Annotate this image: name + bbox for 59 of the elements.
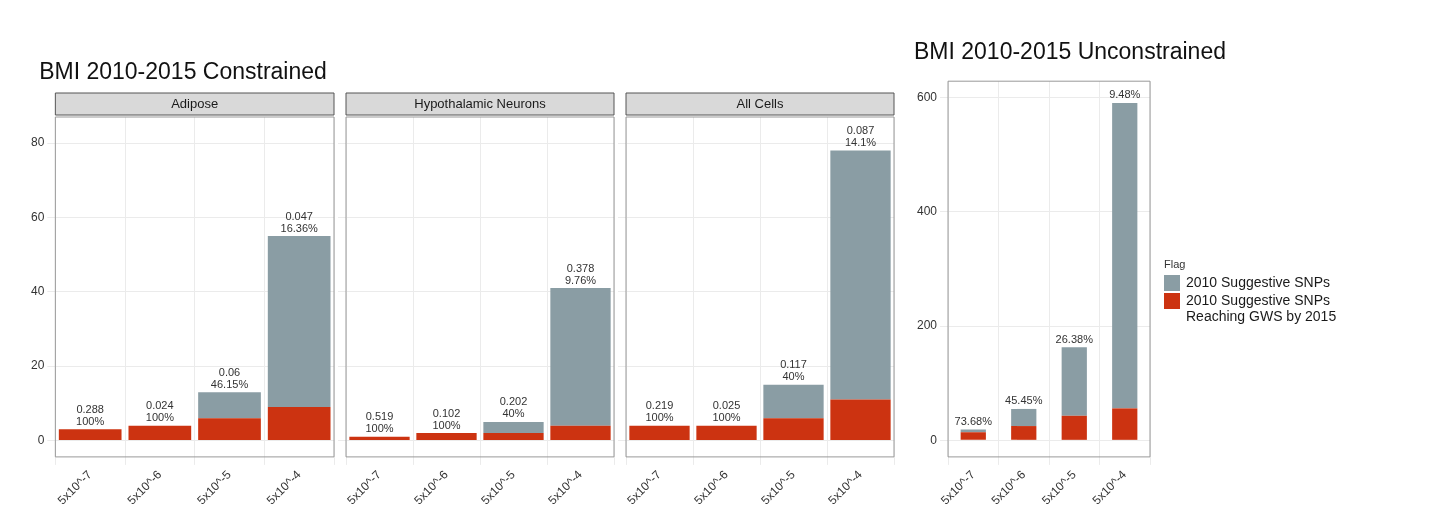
bar: [198, 392, 261, 419]
y-tick-label: 0: [37, 432, 45, 447]
bar: [1061, 415, 1087, 440]
annotation: 0.288 100%: [76, 402, 105, 427]
bar: [696, 425, 757, 441]
bar: [483, 421, 544, 434]
annotation: 9.48%: [1109, 88, 1141, 101]
bar: [960, 429, 986, 433]
annotation: 0.117 40%: [780, 358, 807, 383]
chart-subtitle: Adipose: [171, 95, 219, 111]
bar: [960, 432, 986, 440]
annotation: 0.087 14.1%: [844, 124, 877, 148]
bar: [830, 399, 891, 441]
y-tick-label: 600: [916, 90, 938, 105]
legend-label: 2010 Suggestive SNPs: [1186, 273, 1330, 290]
annotation: 0.519 100%: [365, 410, 394, 435]
bar: [550, 288, 611, 426]
legend-title: Flag: [1164, 257, 1187, 270]
y-tick-label: 0: [930, 432, 938, 447]
y-tick-label: 20: [30, 358, 45, 373]
annotation: 0.024 100%: [145, 399, 175, 424]
bar: [1112, 102, 1138, 409]
chart-subtitle: All Cells: [736, 95, 784, 111]
annotation: 0.102 100%: [432, 406, 461, 431]
chart-title: BMI 2010-2015 Unconstrained: [914, 38, 1227, 65]
annotation: 26.38%: [1055, 332, 1094, 345]
annotation: 0.047 16.36%: [280, 209, 319, 234]
bar: [58, 429, 122, 441]
bar: [1011, 426, 1037, 440]
bar: [198, 418, 261, 441]
chart-title: BMI 2010-2015 Constrained: [38, 58, 328, 85]
bar: [763, 418, 824, 441]
chart-subtitle: Hypothalamic Neurons: [414, 95, 547, 111]
bar: [483, 433, 544, 441]
y-tick-label: 400: [916, 204, 938, 219]
bar: [267, 236, 331, 408]
annotation: 0.06 46.15%: [210, 365, 249, 390]
annotation: 73.68%: [954, 415, 993, 428]
annotation: 0.219 100%: [645, 399, 674, 424]
bar: [1061, 347, 1087, 416]
annotation: 0.025 100%: [712, 399, 741, 424]
annotation: 0.202 40%: [499, 395, 528, 420]
bar: [1112, 408, 1138, 440]
y-tick-label: 40: [30, 284, 45, 299]
annotation: 45.45%: [1005, 394, 1043, 407]
y-tick-label: 80: [30, 135, 45, 150]
y-tick-label: 60: [30, 209, 45, 224]
bar: [267, 407, 331, 441]
bar: [763, 384, 824, 419]
bar: [128, 425, 192, 441]
bar: [830, 150, 891, 400]
legend-label: 2010 Suggestive SNPs Reaching GWS by 2015: [1186, 291, 1337, 324]
bar: [1011, 408, 1037, 427]
bar: [416, 433, 477, 441]
bar: [629, 425, 690, 441]
bar: [349, 436, 410, 441]
y-tick-label: 200: [916, 318, 938, 333]
annotation: 0.378 9.76%: [564, 261, 597, 286]
bar: [550, 425, 611, 441]
